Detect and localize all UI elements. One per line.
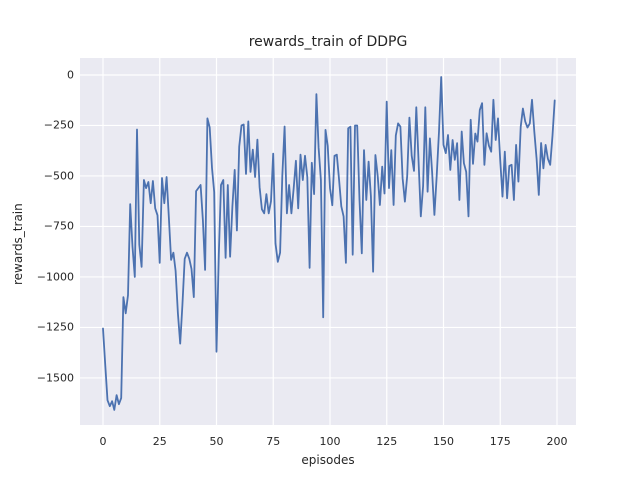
y-tick-label: −1000 xyxy=(36,270,74,284)
x-tick-label: 200 xyxy=(546,435,568,448)
x-tick-label: 125 xyxy=(376,435,398,448)
x-tick-label: 150 xyxy=(432,435,454,448)
x-tick-label: 75 xyxy=(266,435,281,448)
y-tick-label: −250 xyxy=(43,118,74,132)
y-tick-label: −500 xyxy=(43,169,74,183)
x-tick-label: 25 xyxy=(152,435,167,448)
x-tick-label: 100 xyxy=(319,435,341,448)
y-tick-label: −750 xyxy=(43,219,74,233)
x-tick-label: 0 xyxy=(99,435,107,448)
x-tick-label: 50 xyxy=(209,435,224,448)
plot-area xyxy=(80,58,576,425)
reward-line xyxy=(102,76,556,411)
chart-title: rewards_train of DDPG xyxy=(248,34,408,50)
y-tick-label: 0 xyxy=(67,68,74,82)
y-tick-label: −1250 xyxy=(36,320,74,334)
x-axis-label: episodes xyxy=(301,453,355,467)
y-tick-label: −1500 xyxy=(36,371,74,385)
y-axis-label: rewards_train xyxy=(11,203,25,285)
x-tick-label: 175 xyxy=(489,435,511,448)
plot-canvas xyxy=(80,58,576,425)
